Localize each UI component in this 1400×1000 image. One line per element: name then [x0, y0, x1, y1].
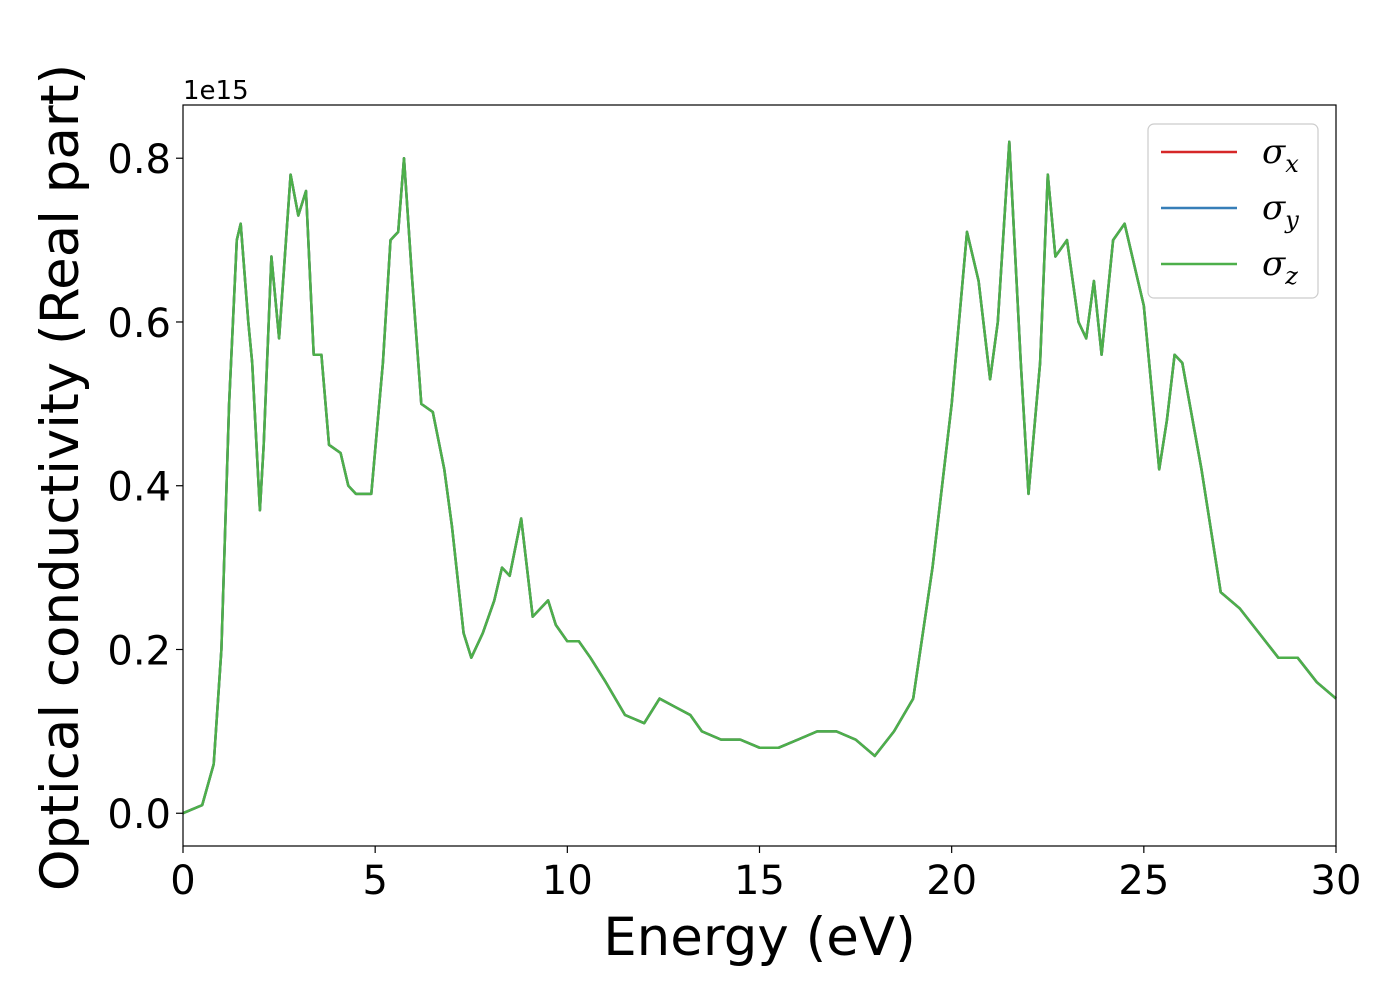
- legend-label: σy: [1262, 188, 1299, 234]
- x-tick-label: 15: [734, 858, 785, 904]
- x-tick-label: 10: [542, 858, 593, 904]
- x-tick-label: 0: [170, 858, 195, 904]
- y-axis-offset-label: 1e15: [183, 76, 249, 106]
- y-tick-label: 0.2: [107, 628, 171, 674]
- x-tick-label: 5: [362, 858, 387, 904]
- x-tick-label: 30: [1311, 858, 1362, 904]
- y-axis-title: Optical conductivity (Real part): [30, 64, 91, 891]
- legend-label: σx: [1262, 132, 1299, 178]
- series-layer: [182, 140, 1337, 815]
- legend-box: [1147, 123, 1319, 299]
- x-tick-label: 20: [926, 858, 977, 904]
- series-line-sigma-z: [182, 140, 1337, 815]
- x-axis-title: Energy (eV): [603, 907, 916, 968]
- x-axis-ticks: 0 5 10 15 20 25 30: [170, 846, 1361, 904]
- legend: σx σy σz: [1147, 123, 1319, 299]
- legend-label: σz: [1262, 244, 1298, 290]
- y-tick-label: 0.8: [107, 137, 171, 183]
- y-tick-label: 0.4: [107, 465, 171, 511]
- y-tick-label: 0.6: [107, 301, 171, 347]
- y-tick-label: 0.0: [107, 792, 171, 838]
- y-axis-ticks: 0.0 0.2 0.4 0.6 0.8: [107, 137, 183, 838]
- x-tick-label: 25: [1118, 858, 1169, 904]
